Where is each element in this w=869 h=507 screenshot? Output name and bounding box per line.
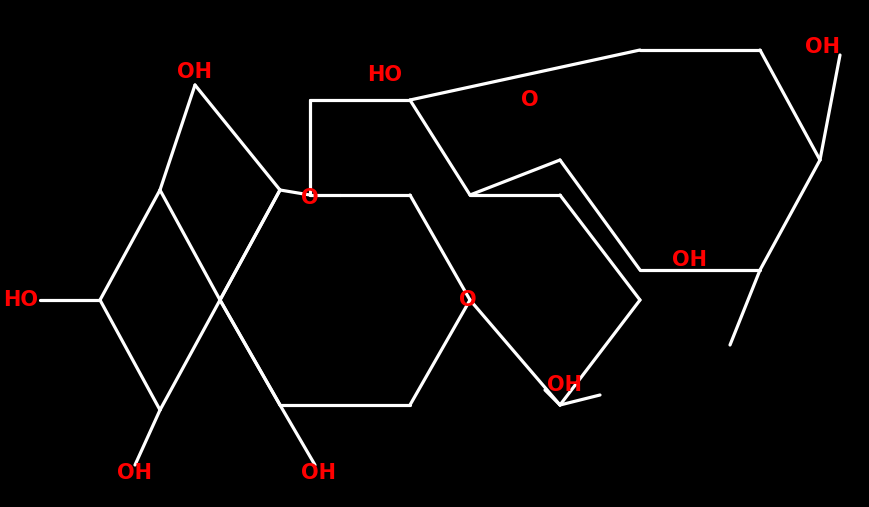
Text: OH: OH — [805, 37, 840, 57]
Text: O: O — [521, 90, 539, 110]
Text: HO: HO — [368, 65, 402, 85]
Text: OH: OH — [672, 250, 707, 270]
Text: O: O — [459, 290, 477, 310]
Text: OH: OH — [547, 375, 582, 395]
Text: OH: OH — [117, 463, 152, 483]
Text: HO: HO — [3, 290, 38, 310]
Text: O: O — [302, 188, 319, 208]
Text: OH: OH — [301, 463, 335, 483]
Text: OH: OH — [177, 62, 213, 82]
